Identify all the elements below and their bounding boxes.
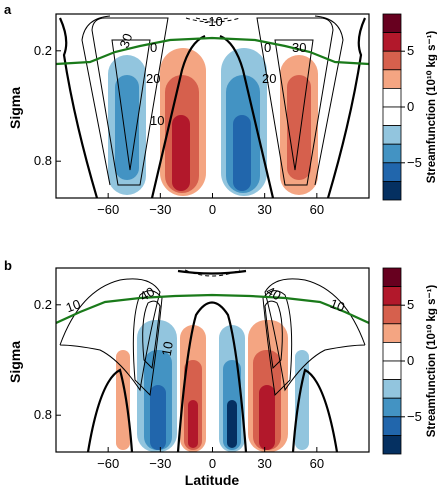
y-tick-label: 0.8 <box>34 153 52 168</box>
panel-b-contours <box>59 269 366 397</box>
colorbar-tick-label: 5 <box>407 43 414 58</box>
colorbar-tick-label: 0 <box>407 353 414 368</box>
x-tick-label: 60 <box>310 202 324 217</box>
panel-label-a: a <box>4 2 12 17</box>
colorbar-tick-label: 5 <box>407 297 414 312</box>
colorbar-tick-label: −5 <box>407 409 422 424</box>
panel-b-contour-label: 10 <box>159 340 176 357</box>
panel-a-plot-area <box>56 15 369 198</box>
colorbar-swatch <box>382 32 402 52</box>
panel-a-frame <box>55 13 370 199</box>
panel-b-contour-labels: 10 40 10 40 10 <box>64 283 347 357</box>
panel-b-cell-pos-south <box>180 325 206 452</box>
panel-a-contours <box>81 15 344 186</box>
panel-a-cell-pos-north <box>280 55 318 195</box>
panel-a: a <box>4 2 437 217</box>
colorbar-swatch <box>382 125 402 145</box>
panel-b-contour-label: 40 <box>264 283 284 303</box>
panel-a-contour-label: 0 <box>264 40 271 55</box>
panel-b-contour-label: 10 <box>328 296 347 315</box>
x-tick-label: −60 <box>97 202 119 217</box>
panel-b-contour-label: 10 <box>64 296 83 315</box>
panel-b-axes: −60 −30 0 30 60 0.2 0.8 <box>34 297 324 471</box>
panel-b-plot-area <box>56 269 369 452</box>
panel-b-cell-pos-far-south <box>116 350 130 450</box>
panel-a-contour-labels: -10 0 30 20 10 0 20 30 <box>116 14 306 128</box>
panel-a-cell-neg-north <box>221 48 267 196</box>
colorbar-swatch <box>382 360 402 381</box>
panel-a-contour-label: 20 <box>262 71 276 86</box>
panel-label-b: b <box>4 258 12 273</box>
panel-a-contour-label: 10 <box>150 113 164 128</box>
colorbar-swatch <box>382 304 402 325</box>
y-tick-label: 0.8 <box>34 407 52 422</box>
panel-b-ylabel: Sigma <box>7 341 23 383</box>
panel-a-contour-label: 30 <box>292 40 306 55</box>
panel-a-zero-contours <box>58 17 367 198</box>
panel-a-colorbar: 5 0 −5 Streamfunction (10¹⁰ kg s⁻¹) <box>382 13 437 201</box>
panel-a-contour-label: -10 <box>204 14 223 29</box>
panel-b-xlabel: Latitude <box>185 472 240 488</box>
colorbar-swatch <box>382 50 402 71</box>
colorbar-swatch <box>382 323 402 343</box>
colorbar-swatch <box>382 143 402 164</box>
panel-a-contour-label: 30 <box>116 31 135 50</box>
colorbar-tick-label: 0 <box>407 99 414 114</box>
colorbar-swatch <box>382 416 402 436</box>
colorbar-swatch <box>382 13 402 34</box>
colorbar-swatch <box>382 341 402 362</box>
colorbar-swatch <box>382 397 402 418</box>
x-tick-label: 30 <box>257 202 271 217</box>
x-tick-label: −30 <box>149 456 171 471</box>
colorbar-swatch <box>382 267 402 288</box>
panel-b-tropopause <box>56 293 369 324</box>
panel-b: b <box>4 258 437 488</box>
colorbar-label: Streamfunction (10¹⁰ kg s⁻¹) <box>425 31 437 184</box>
y-tick-label: 0.2 <box>34 43 52 58</box>
colorbar-tick-label: −5 <box>407 155 422 170</box>
panel-b-cell-neg-north <box>219 325 245 452</box>
panel-b-cell-neg-far-north <box>295 350 309 450</box>
x-tick-label: 0 <box>209 202 216 217</box>
panel-a-contour-label: 20 <box>146 71 160 86</box>
colorbar-swatch <box>382 162 402 182</box>
x-tick-label: −30 <box>149 202 171 217</box>
panel-b-zero-contours <box>86 269 339 452</box>
colorbar-swatch <box>382 106 402 127</box>
panel-a-axes: −60 −30 0 30 60 0.2 0.8 <box>34 43 324 217</box>
colorbar-swatch <box>382 69 402 89</box>
colorbar-swatch <box>382 286 402 306</box>
panel-b-contour-label: 40 <box>137 284 157 304</box>
colorbar-swatch <box>382 88 402 108</box>
panel-a-contour-label: 0 <box>150 40 157 55</box>
x-tick-label: 30 <box>257 456 271 471</box>
panel-a-ylabel: Sigma <box>7 87 23 129</box>
x-tick-label: 0 <box>209 456 216 471</box>
colorbar-swatch <box>382 180 402 201</box>
colorbar-label: Streamfunction (10¹⁰ kg s⁻¹) <box>425 285 437 438</box>
x-tick-label: −60 <box>97 456 119 471</box>
panel-a-tropopause <box>56 36 369 66</box>
panel-a-cell-neg-south <box>108 55 146 195</box>
panel-b-colorbar: 5 0 −5 Streamfunction (10¹⁰ kg s⁻¹) <box>382 267 437 455</box>
x-tick-label: 60 <box>310 456 324 471</box>
colorbar-swatch <box>382 434 402 455</box>
colorbar-swatch <box>382 379 402 399</box>
y-tick-label: 0.2 <box>34 297 52 312</box>
